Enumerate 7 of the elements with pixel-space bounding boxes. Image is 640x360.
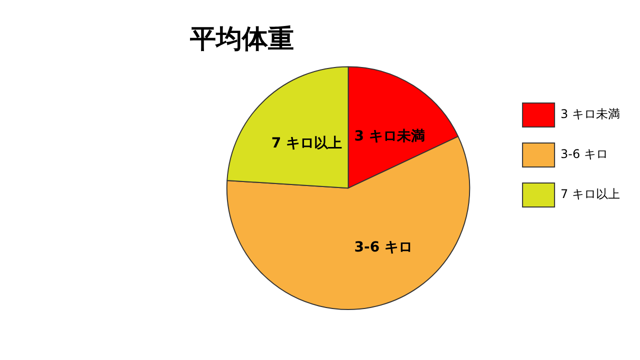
chart-title: 平均体重	[189, 24, 294, 54]
slice-label: 3 キロ未満	[354, 128, 425, 144]
slice-label: 3-6 キロ	[354, 239, 412, 256]
legend-label: 7 キロ以上	[560, 187, 620, 202]
legend-label: 3 キロ未満	[560, 107, 620, 122]
slice-label: 7 キロ以上	[271, 135, 342, 152]
legend-label: 3-6 キロ	[560, 147, 608, 162]
